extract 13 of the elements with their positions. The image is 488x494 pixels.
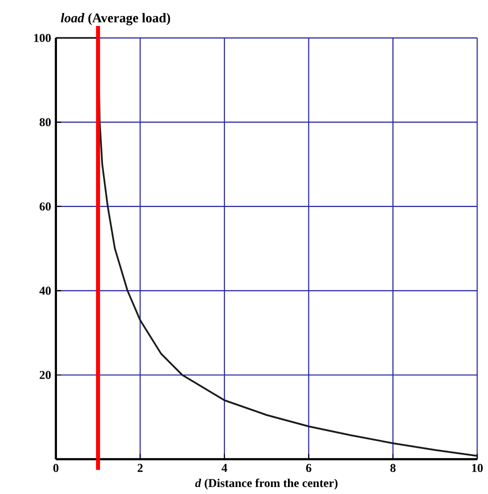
x-axis-title: d (Distance from the center) [195, 478, 338, 490]
x-tick-label: 2 [138, 464, 143, 472]
x-tick-label: 8 [390, 464, 396, 472]
y-tick-label: 100 [34, 34, 51, 42]
x-tick-label: 6 [306, 464, 312, 472]
x-tick-label: 10 [472, 464, 483, 472]
y-tick-label: 80 [40, 118, 51, 126]
x-tick-label: 0 [54, 464, 59, 472]
y-axis-title: load (Average load) [61, 13, 170, 26]
y-tick-label: 40 [40, 286, 51, 295]
y-tick-label: 60 [40, 202, 51, 211]
x-tick-label: 4 [222, 464, 228, 472]
y-tick-label: 20 [40, 370, 51, 380]
